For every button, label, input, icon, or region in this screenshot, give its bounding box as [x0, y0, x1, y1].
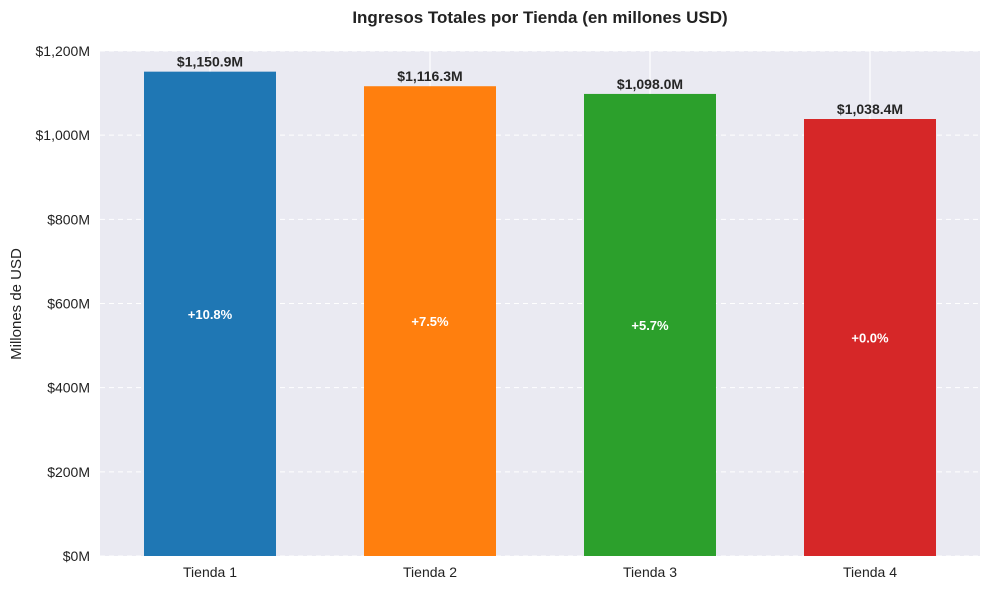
y-tick-label: $0M — [63, 548, 90, 564]
x-tick-label: Tienda 4 — [843, 564, 897, 580]
bar-percent-label: +10.8% — [188, 307, 233, 322]
bars — [144, 71, 936, 557]
bar — [584, 93, 716, 557]
y-tick-label: $400M — [47, 380, 90, 396]
bar — [364, 86, 496, 556]
y-tick-label: $200M — [47, 464, 90, 480]
bar-value-label: $1,038.4M — [837, 101, 903, 117]
chart-title: Ingresos Totales por Tienda (en millones… — [352, 8, 727, 27]
y-axis-ticks: $0M $200M $400M $600M $800M $1,000M $1,200M — [36, 43, 90, 564]
x-tick-label: Tienda 2 — [403, 564, 457, 580]
bar — [804, 119, 936, 557]
y-tick-label: $1,200M — [36, 43, 90, 59]
y-tick-label: $1,000M — [36, 127, 90, 143]
bar-value-label: $1,150.9M — [177, 54, 243, 70]
bar-value-label: $1,116.3M — [397, 68, 462, 84]
bar-percent-label: +0.0% — [851, 331, 889, 346]
y-axis-label: Millones de USD — [8, 248, 25, 360]
y-tick-label: $600M — [47, 296, 90, 312]
x-tick-label: Tienda 1 — [183, 564, 237, 580]
bar-labels: $1,150.9M +10.8% $1,116.3M +7.5% $1,098.0M +5… — [177, 54, 903, 346]
bar — [144, 71, 276, 557]
bar-value-label: $1,098.0M — [617, 76, 683, 92]
bar-percent-label: +5.7% — [631, 318, 669, 333]
x-axis-ticks: Tienda 1 Tienda 2 Tienda 3 Tienda 4 — [183, 564, 897, 580]
y-tick-label: $800M — [47, 211, 90, 227]
bar-percent-label: +7.5% — [411, 314, 449, 329]
x-tick-label: Tienda 3 — [623, 564, 677, 580]
